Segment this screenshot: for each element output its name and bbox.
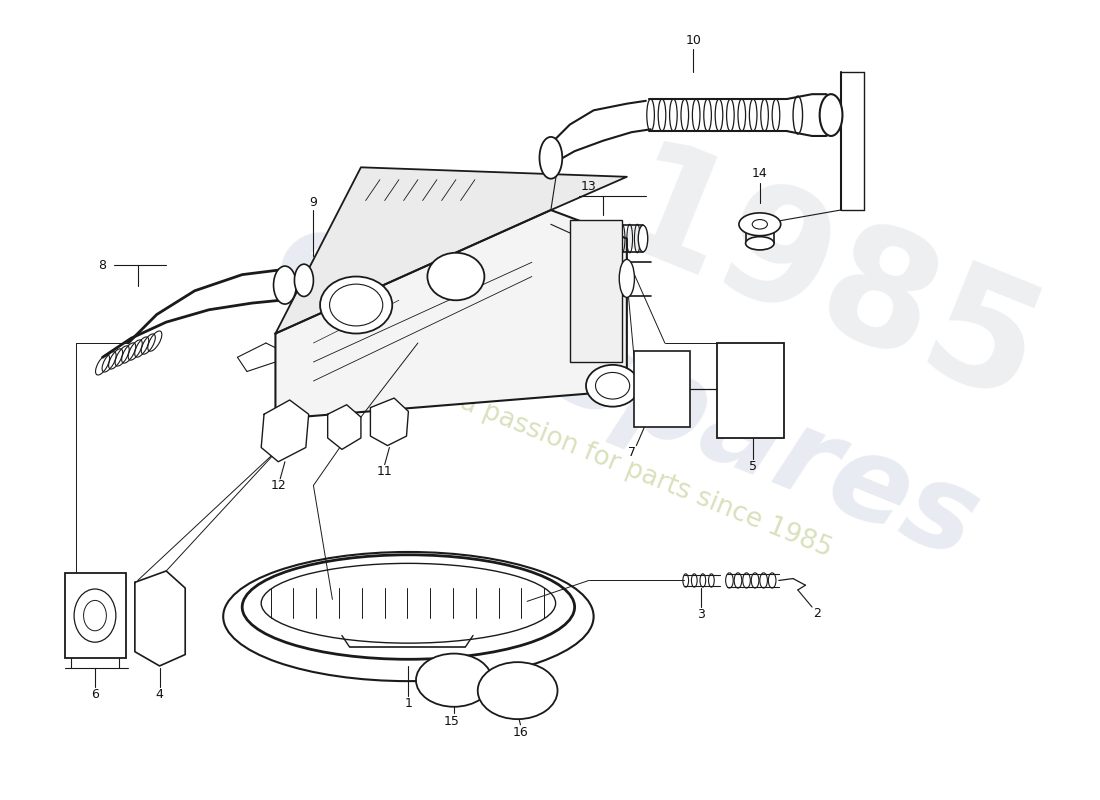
Polygon shape	[371, 398, 408, 446]
Ellipse shape	[295, 264, 313, 297]
Text: 5: 5	[749, 460, 757, 473]
Text: 8: 8	[99, 258, 107, 272]
Text: 7: 7	[628, 446, 636, 458]
Text: 3: 3	[697, 608, 705, 621]
Ellipse shape	[746, 237, 774, 250]
Polygon shape	[135, 571, 185, 666]
Ellipse shape	[619, 259, 635, 298]
Ellipse shape	[242, 555, 574, 659]
Text: a passion for parts since 1985: a passion for parts since 1985	[456, 390, 836, 562]
Text: 12: 12	[271, 479, 286, 492]
Ellipse shape	[274, 266, 296, 304]
Text: 1985: 1985	[591, 131, 1062, 441]
Ellipse shape	[739, 213, 781, 236]
Text: 14: 14	[752, 167, 768, 181]
Polygon shape	[275, 167, 627, 334]
Text: 2: 2	[813, 607, 821, 620]
Ellipse shape	[638, 226, 648, 252]
Ellipse shape	[586, 365, 639, 406]
Text: 9: 9	[309, 196, 318, 209]
Ellipse shape	[820, 94, 843, 136]
Text: 13: 13	[581, 180, 596, 193]
Ellipse shape	[477, 662, 558, 719]
Bar	[635, 350, 690, 426]
Text: 11: 11	[377, 465, 393, 478]
Text: 10: 10	[685, 34, 702, 47]
Ellipse shape	[578, 226, 587, 252]
Text: 15: 15	[443, 714, 459, 727]
Ellipse shape	[539, 137, 562, 178]
Polygon shape	[328, 405, 361, 450]
Bar	[65, 573, 126, 658]
Text: 6: 6	[91, 688, 99, 701]
Ellipse shape	[320, 277, 393, 334]
Text: eurospares: eurospares	[260, 198, 994, 583]
Text: 4: 4	[155, 688, 164, 701]
Polygon shape	[275, 210, 627, 419]
Bar	[717, 343, 783, 438]
Text: 16: 16	[513, 726, 528, 739]
Polygon shape	[261, 400, 309, 462]
Text: 1: 1	[405, 698, 412, 710]
Bar	[570, 219, 623, 362]
Ellipse shape	[416, 654, 492, 706]
Ellipse shape	[428, 253, 484, 300]
